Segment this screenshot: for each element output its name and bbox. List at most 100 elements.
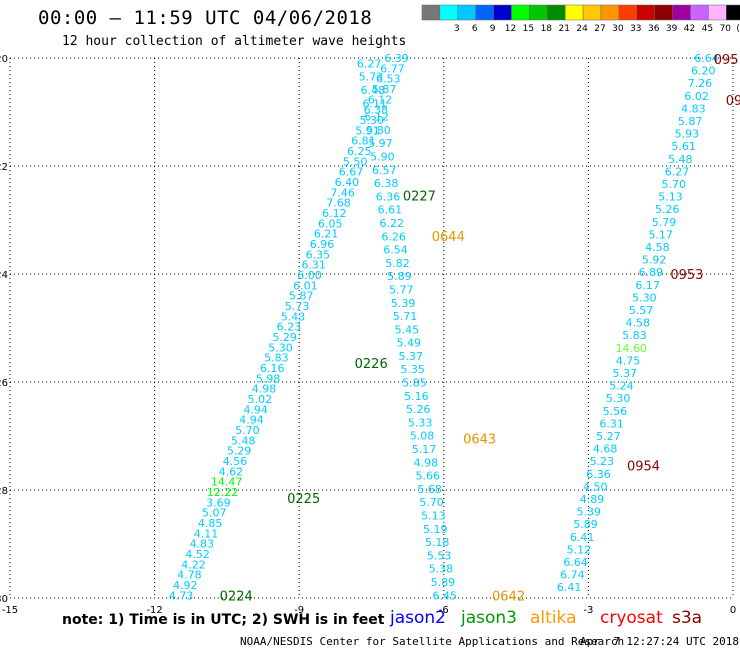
colorbar-swatch (636, 4, 655, 21)
y-tick-label: -20 (0, 54, 8, 65)
swh-reading: 6.27 (665, 165, 690, 178)
colorbar-swatch (654, 4, 673, 21)
colorbar-label: 6 (472, 24, 478, 34)
swh-reading: 5.89 (431, 576, 456, 589)
x-tick-label: 0 (730, 605, 736, 616)
colorbar-label: (ft) (736, 24, 740, 34)
swh-reading: 5.30 (268, 341, 293, 354)
swh-reading: 5.17 (648, 228, 673, 241)
swh-reading: 5.56 (603, 405, 628, 418)
swh-reading: 4.78 (177, 569, 202, 582)
swh-reading: 4.89 (580, 493, 605, 506)
swh-reading: 6.64 (694, 52, 719, 65)
colorbar-label: 9 (490, 24, 496, 34)
swh-reading: 6.67 (339, 166, 364, 179)
swh-reading: 5.83 (264, 352, 289, 365)
colorbar-swatch (457, 4, 476, 21)
swh-reading: 5.27 (596, 430, 621, 443)
swh-reading: 6.23 (277, 321, 302, 334)
colorbar-label: 21 (558, 24, 569, 34)
swh-reading: 6.35 (306, 248, 331, 261)
swh-reading: 6.27 (357, 57, 382, 70)
swh-reading: 5.39 (576, 506, 601, 519)
swh-reading: 6.12 (368, 93, 393, 106)
swh-reading: 5.97 (368, 137, 393, 150)
swh-reading: 6.48 (361, 84, 386, 97)
swh-reading: 5.73 (359, 71, 384, 84)
pass-time-label: 0225 (287, 492, 320, 507)
swh-reading: 5.61 (671, 140, 696, 153)
swh-reading: 6.02 (684, 90, 709, 103)
swh-reading: 5.77 (389, 283, 414, 296)
colorbar-swatch (672, 4, 691, 21)
swh-reading: 5.30 (632, 291, 657, 304)
swh-reading: 5.35 (400, 363, 425, 376)
swh-reading: 4.58 (645, 241, 670, 254)
swh-reading: 6.26 (381, 230, 406, 243)
y-tick-label: -24 (0, 270, 8, 281)
swh-reading: 6.77 (380, 62, 405, 75)
swh-reading: 4.62 (219, 465, 244, 478)
swh-reading: 6.40 (335, 176, 360, 189)
pass-time-label: 0952 (726, 94, 740, 109)
y-tick-label: -26 (0, 378, 8, 389)
chart-title: 00:00 – 11:59 UTC 04/06/2018 (38, 7, 373, 29)
swh-reading: 4.11 (194, 527, 219, 540)
swh-reading: 4.73 (169, 589, 194, 602)
swh-reading: 5.33 (408, 416, 433, 429)
swh-reading: 5.98 (256, 372, 281, 385)
pass-time-label: 0227 (403, 190, 436, 205)
swh-reading: 5.68 (417, 483, 442, 496)
swh-reading: 5.39 (391, 297, 416, 310)
units-note: note: 1) Time is in UTC; 2) SWH is in fe… (62, 612, 385, 628)
swh-reading: 5.53 (427, 549, 452, 562)
swh-reading: 4.98 (252, 383, 277, 396)
swh-reading: 5.13 (421, 510, 446, 523)
swh-reading: 5.19 (423, 523, 448, 536)
swh-reading: 4.52 (185, 548, 210, 561)
x-tick-label: -15 (2, 605, 18, 616)
swh-reading: 6.01 (293, 279, 318, 292)
mission-legend-altika: altika (530, 608, 577, 628)
x-tick-label: -6 (439, 605, 449, 616)
swh-reading: 5.12 (567, 543, 592, 556)
swh-reading: 5.50 (343, 155, 368, 168)
colorbar-swatch (529, 4, 548, 21)
swh-reading: 4.94 (243, 403, 268, 416)
mission-legend-jason2: jason2 (390, 608, 446, 628)
swh-reading: 6.81 (351, 135, 376, 148)
swh-reading: 5.85 (402, 377, 427, 390)
x-tick-label: -12 (146, 605, 162, 616)
swh-reading: 5.70 (419, 496, 444, 509)
swh-reading: 5.49 (397, 337, 422, 350)
swh-reading: 6.41 (570, 531, 595, 544)
colorbar-label: 27 (594, 24, 605, 34)
swh-reading: 6.54 (383, 244, 408, 257)
swh-reading: 5.30 (359, 114, 384, 127)
swh-reading: 7.68 (326, 197, 351, 210)
swh-reading: 6.17 (635, 279, 660, 292)
swh-reading: 6.20 (691, 65, 716, 78)
colorbar-label: 30 (612, 24, 624, 34)
colorbar-swatch (475, 4, 494, 21)
swh-reading: 6.64 (563, 556, 588, 569)
swh-reading: 7.46 (330, 186, 355, 199)
swh-reading: 5.07 (202, 507, 227, 520)
colorbar-label: 33 (630, 24, 641, 34)
swh-reading: 6.53 (376, 73, 401, 86)
y-tick-label: -30 (0, 594, 8, 605)
swh-reading: 5.48 (231, 434, 256, 447)
swh-reading: 5.82 (385, 257, 410, 270)
swh-reading: 4.50 (583, 480, 608, 493)
swh-reading: 5.26 (406, 403, 431, 416)
swh-reading: 5.29 (227, 445, 252, 458)
swh-reading: 5.89 (573, 518, 598, 531)
swh-reading: 5.30 (606, 392, 631, 405)
swh-reading: 5.71 (393, 310, 418, 323)
swh-reading: 6.45 (433, 589, 458, 602)
swh-reading: 6.25 (347, 145, 372, 158)
swh-reading: 6.12 (322, 207, 347, 220)
swh-reading: 5.23 (590, 455, 615, 468)
swh-reading: 4.92 (173, 579, 198, 592)
swh-reading: 5.87 (678, 115, 703, 128)
